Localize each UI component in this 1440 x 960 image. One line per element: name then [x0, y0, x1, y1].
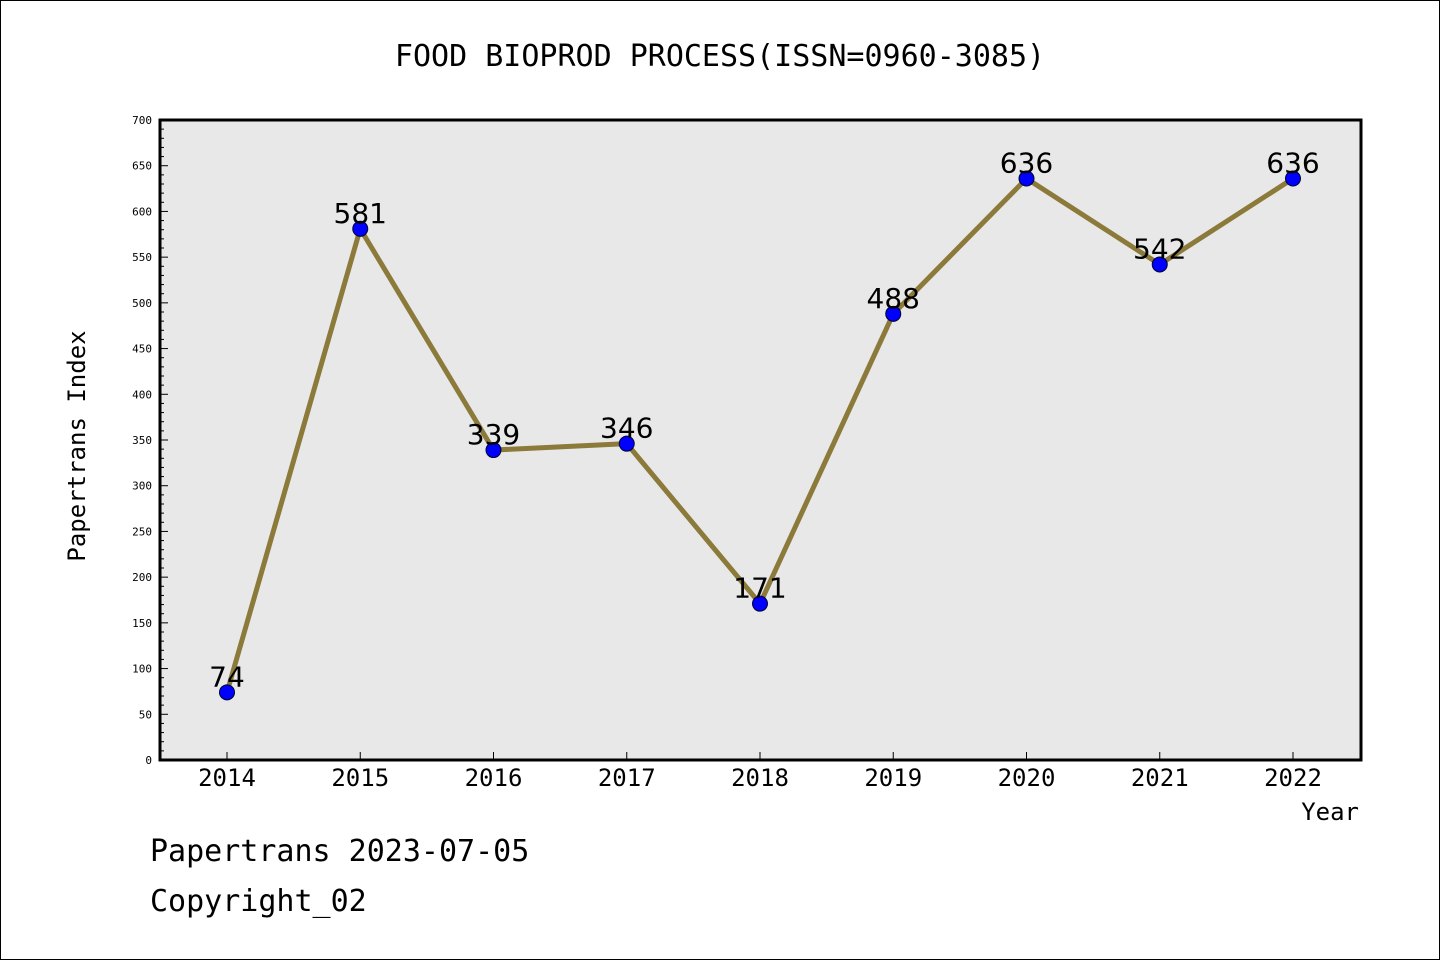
data-label: 542	[1133, 232, 1186, 265]
y-tick-label: 500	[132, 297, 152, 310]
data-point	[752, 595, 768, 612]
plot-border	[158, 118, 1363, 762]
data-point	[885, 305, 902, 322]
y-tick-label: 100	[132, 663, 152, 676]
y-tick-label: 450	[132, 343, 152, 356]
y-tick-label: 350	[132, 434, 152, 447]
x-tick-label: 2016	[465, 764, 523, 792]
y-tick-label: 0	[145, 754, 152, 767]
data-point	[219, 684, 235, 701]
footer-copyright: Copyright_02	[150, 884, 367, 919]
x-axis-ticks: 2014 2015 2016 2017 2018 2019 2020 2021 2022	[198, 752, 1322, 792]
data-point	[1018, 170, 1035, 187]
data-label: 636	[1000, 147, 1053, 180]
x-tick-label: 2018	[731, 764, 789, 792]
y-tick-label: 150	[132, 617, 152, 630]
y-tick-label: 400	[132, 388, 152, 401]
x-tick-label: 2022	[1264, 764, 1322, 792]
data-point	[618, 435, 635, 452]
data-point	[352, 220, 369, 237]
footer-date-line: Papertrans 2023-07-05	[150, 834, 530, 869]
data-label: 488	[867, 282, 920, 315]
data-point	[1151, 256, 1168, 273]
chart-title: FOOD BIOPROD PROCESS(ISSN=0960-3085)	[395, 39, 1045, 74]
data-label: 74	[209, 660, 245, 693]
data-labels: 74 581 339 346 171 488 636 542 636	[209, 147, 1320, 694]
y-tick-label: 550	[132, 251, 152, 264]
y-tick-label: 700	[132, 114, 152, 127]
x-axis-label: Year	[1301, 798, 1359, 826]
x-tick-label: 2019	[864, 764, 922, 792]
y-axis-ticks: 0 50 100 150 200 250 300 350 400 450 500 550 600 650 7…	[132, 114, 168, 767]
x-tick-label: 2017	[598, 764, 656, 792]
data-point	[1285, 170, 1301, 187]
data-label: 171	[733, 572, 786, 605]
x-tick-label: 2015	[331, 764, 389, 792]
y-tick-label: 50	[139, 708, 152, 721]
data-label: 339	[467, 418, 520, 451]
y-tick-label: 650	[132, 160, 152, 173]
x-tick-label: 2014	[198, 764, 256, 792]
y-axis-label: Papertrans Index	[63, 330, 91, 561]
y-tick-label: 250	[132, 525, 152, 538]
y-tick-label: 600	[132, 205, 152, 218]
data-point	[485, 442, 502, 459]
y-tick-label: 200	[132, 571, 152, 584]
y-tick-label: 300	[132, 480, 152, 493]
data-label: 636	[1266, 147, 1319, 180]
x-tick-label: 2021	[1131, 764, 1189, 792]
data-label: 581	[334, 197, 387, 230]
data-markers	[219, 170, 1301, 701]
data-label: 346	[600, 412, 653, 445]
x-tick-label: 2020	[998, 764, 1056, 792]
